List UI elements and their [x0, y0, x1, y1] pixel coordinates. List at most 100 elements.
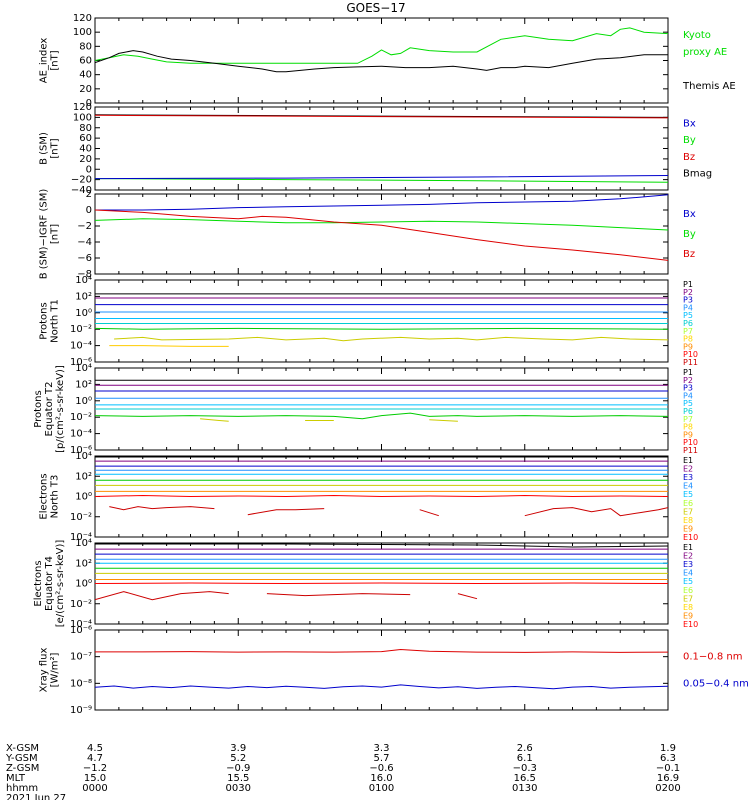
- ephemeris-value: 6.1: [517, 753, 533, 764]
- y-tick-label: 0: [86, 98, 92, 109]
- ephemeris-value: 16.0: [370, 773, 392, 784]
- y-tick-label: 10⁴: [75, 363, 92, 374]
- series-e10: [95, 591, 229, 601]
- series-e1: [95, 543, 668, 548]
- legend-entry: E1: [683, 456, 693, 465]
- y-tick-label: 120: [73, 102, 92, 113]
- y-axis-label: Equator T4: [44, 556, 55, 611]
- page-title: GOES−17: [346, 1, 405, 15]
- ephemeris-row-label: MLT: [6, 773, 26, 784]
- y-tick-label: 10⁰: [75, 396, 92, 407]
- legend-entry: P8: [683, 335, 693, 344]
- legend-entry: E8: [683, 516, 693, 525]
- y-tick-label: 40: [79, 70, 92, 81]
- y-axis-label: Protons: [39, 302, 50, 339]
- panel-frame: [94, 17, 669, 104]
- series-e10: [419, 509, 439, 517]
- y-tick-label: 10⁰: [75, 492, 92, 503]
- legend-entry: P6: [683, 319, 693, 328]
- y-tick-label: 10²: [75, 471, 92, 482]
- y-tick-label: 0: [86, 205, 92, 216]
- series-group: [95, 543, 668, 601]
- y-tick-label: 10⁰: [75, 579, 92, 590]
- legend-entry: By: [683, 135, 696, 146]
- y-axis-label: B (SM)−IGRF (SM): [39, 189, 50, 280]
- y-axis-label: Xray flux: [39, 648, 50, 693]
- series-bx: [95, 194, 668, 211]
- y-tick-label: 2: [86, 189, 92, 200]
- series-bz: [95, 114, 668, 119]
- legend-entry: proxy AE: [683, 47, 727, 58]
- legend-entry: P1: [683, 280, 693, 289]
- y-axis-label: [nT]: [50, 224, 61, 244]
- y-axis-label: Equator T2: [44, 382, 55, 437]
- y-tick-label: 10⁻⁴: [70, 619, 92, 630]
- legend-entry: E7: [683, 507, 693, 516]
- legend-entry: P1: [683, 368, 693, 377]
- panel-et4: 10⁻⁴ 10⁻² 10⁰ 10² 10⁴ Electrons Equator T4 [e/(…: [33, 538, 698, 630]
- legend-entry: P7: [683, 327, 693, 336]
- ephemeris-value: 5.2: [230, 753, 246, 764]
- ephemeris-value: 16.5: [514, 773, 536, 784]
- series-e9: [95, 582, 668, 585]
- legend-entry: P5: [683, 399, 693, 408]
- series-by: [95, 218, 668, 231]
- ephemeris-value: 4.7: [87, 753, 103, 764]
- ephemeris-value: 2.6: [517, 743, 533, 754]
- legend-entry: E8: [683, 603, 693, 612]
- legend-entry: P7: [683, 415, 693, 424]
- panel-frame: [94, 279, 669, 363]
- legend-entry: P4: [683, 303, 693, 312]
- legend-entry: E7: [683, 594, 693, 603]
- legend-entry: E3: [683, 560, 693, 569]
- ephemeris-value: 5.7: [374, 753, 390, 764]
- legend-entry: P10: [683, 350, 698, 359]
- y-axis-label: AE_index: [39, 38, 50, 84]
- y-axis-label: North T3: [50, 475, 61, 519]
- y-tick-label: 10²: [75, 291, 92, 302]
- panel-et3: 10⁻⁴ 10⁻² 10⁰ 10² 10⁴ Electrons North T3 E1E2E3…: [39, 451, 699, 543]
- y-tick-label: 10⁻⁴: [70, 341, 92, 352]
- y-tick-label: 80: [79, 123, 92, 134]
- series-e10: [524, 507, 668, 517]
- panel-pt1: 10⁻⁶ 10⁻⁴ 10⁻² 10⁰ 10² 10⁴ Protons North T1 P1P2…: [39, 275, 699, 368]
- legend-entry: P2: [683, 288, 693, 297]
- series-p7: [95, 412, 668, 420]
- ephemeris-value: 1.9: [660, 743, 676, 754]
- ephemeris-value: 3.3: [374, 743, 390, 754]
- legend-entry: P6: [683, 407, 693, 416]
- ephemeris-row-label: Y-GSM: [5, 753, 38, 764]
- y-tick-label: 10⁻⁶: [70, 625, 92, 636]
- y-tick-label: 60: [79, 133, 92, 144]
- series-e10: [457, 593, 478, 600]
- series-p8: [429, 419, 458, 422]
- y-tick-label: 10⁴: [75, 538, 92, 549]
- series-p8: [200, 418, 229, 422]
- ephemeris-value: 6.3: [660, 753, 676, 764]
- series-p8: [114, 336, 668, 342]
- y-tick-label: −20: [71, 175, 92, 186]
- legend-entry: E4: [683, 569, 693, 578]
- ephemeris-value: 0200: [655, 783, 680, 794]
- y-tick-label: 10⁻⁸: [70, 678, 92, 689]
- y-tick-label: 10²: [75, 379, 92, 390]
- legend-entry: P8: [683, 423, 693, 432]
- legend-entry: 0.1−0.8 nm: [683, 652, 742, 663]
- y-axis-label: Electrons: [39, 473, 50, 519]
- legend-entry: E5: [683, 577, 693, 586]
- series-kyoto-proxy-ae: [95, 27, 668, 64]
- legend-entry: E9: [683, 611, 693, 620]
- panel-pt2: 10⁻⁶ 10⁻⁴ 10⁻² 10⁰ 10² 10⁴ Protons Equator T2 [p…: [33, 363, 698, 456]
- y-tick-label: 20: [79, 84, 92, 95]
- y-tick-label: 10⁻⁹: [70, 705, 92, 716]
- y-tick-label: 80: [79, 41, 92, 52]
- panel-xray: 10⁻⁹ 10⁻⁸ 10⁻⁷ 10⁻⁶ Xray flux [W/m²] 0.1−0.8 n…: [39, 625, 749, 716]
- series-by: [95, 178, 668, 183]
- series-0-1-0-8-nm: [95, 648, 668, 653]
- legend-entry: P9: [683, 430, 693, 439]
- series-0-05-0-4-nm: [95, 684, 668, 690]
- ephemeris-value: 15.5: [227, 773, 249, 784]
